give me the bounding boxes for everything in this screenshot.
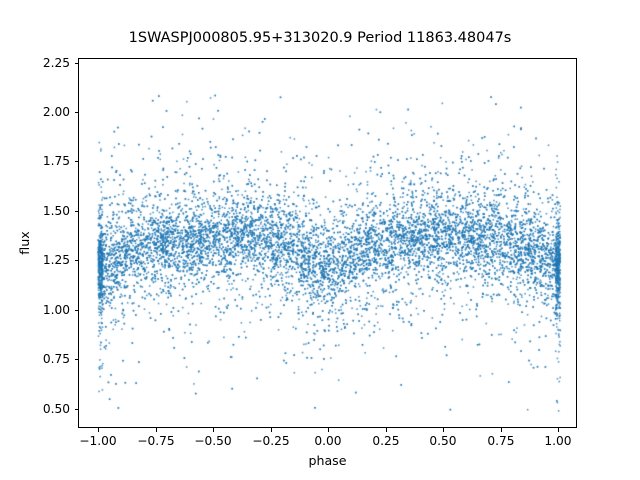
y-tick-mark (74, 409, 78, 410)
x-tick-label: −0.25 (252, 434, 290, 448)
y-tick-mark (74, 310, 78, 311)
plot-area (78, 58, 577, 428)
x-tick-mark (156, 428, 157, 432)
x-tick-mark (328, 428, 329, 432)
y-tick-mark (74, 63, 78, 64)
y-tick-label: 2.25 (42, 56, 70, 70)
x-tick-label: −1.00 (79, 434, 117, 448)
y-tick-mark (74, 161, 78, 162)
y-tick-label: 2.00 (42, 105, 70, 119)
scatter-plot (79, 59, 576, 427)
page-title: 1SWASPJ000805.95+313020.9 Period 11863.4… (128, 30, 512, 46)
x-axis-label: phase (308, 453, 347, 468)
y-tick-mark (74, 211, 78, 212)
x-tick-mark (271, 428, 272, 432)
y-tick-label: 1.75 (42, 154, 70, 168)
y-axis-label: flux (17, 231, 32, 255)
y-tick-mark (74, 359, 78, 360)
x-tick-mark (386, 428, 387, 432)
x-tick-label: 0.00 (314, 434, 342, 448)
y-tick-label: 0.50 (42, 402, 70, 416)
x-tick-label: −0.50 (194, 434, 232, 448)
x-tick-label: 1.00 (544, 434, 572, 448)
y-tick-label: 1.50 (42, 204, 70, 218)
y-tick-label: 0.75 (42, 352, 70, 366)
x-tick-mark (443, 428, 444, 432)
x-tick-label: 0.50 (429, 434, 457, 448)
x-tick-label: 0.75 (487, 434, 515, 448)
x-tick-label: 0.25 (372, 434, 400, 448)
x-tick-mark (213, 428, 214, 432)
x-tick-label: −0.75 (137, 434, 175, 448)
x-tick-mark (98, 428, 99, 432)
y-tick-label: 1.25 (42, 253, 70, 267)
y-tick-label: 1.00 (42, 303, 70, 317)
x-tick-mark (501, 428, 502, 432)
x-tick-mark (558, 428, 559, 432)
y-tick-mark (74, 112, 78, 113)
y-tick-mark (74, 260, 78, 261)
